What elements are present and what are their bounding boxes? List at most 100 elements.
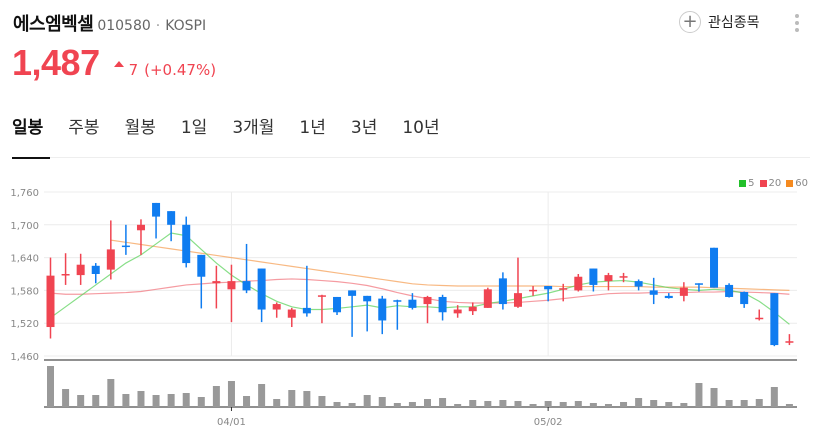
candle-body	[559, 288, 568, 290]
volume-bar	[92, 395, 100, 407]
volume-bar	[137, 391, 145, 407]
volume-bar	[650, 400, 658, 407]
y-tick-label: 1,700	[10, 221, 39, 232]
ma5-label: 5	[748, 178, 755, 189]
watchlist-label: 관심종목	[708, 15, 760, 31]
candle-body	[257, 268, 266, 310]
candle-body	[272, 304, 281, 310]
volume-bar	[348, 403, 356, 407]
candle-body	[604, 275, 613, 282]
volume-bar	[258, 384, 266, 407]
tab-3years[interactable]: 3년	[350, 118, 378, 138]
candle-body	[664, 295, 673, 299]
candle-body	[694, 283, 703, 285]
volume-bar	[710, 388, 718, 407]
volume-bar	[544, 401, 552, 407]
volume-bar	[47, 366, 54, 407]
more-menu-icon[interactable]	[795, 14, 799, 32]
candle-body	[378, 298, 387, 321]
up-triangle-icon	[113, 61, 124, 67]
volume-bar	[454, 404, 462, 407]
volume-bar	[574, 401, 582, 407]
candle-body	[242, 281, 251, 291]
ma20-line	[50, 278, 790, 304]
volume-bar	[740, 400, 748, 407]
tab-10years[interactable]: 10년	[402, 118, 440, 138]
volume-bar	[107, 379, 115, 407]
active-tab-indicator	[12, 157, 50, 159]
title-row: 에스엠벡셀 010580 · KOSPI	[13, 10, 206, 36]
candle-body	[740, 292, 749, 305]
candle-body	[725, 284, 734, 297]
volume-bar	[620, 402, 628, 407]
ma60-swatch	[786, 180, 794, 187]
ma20-label: 20	[768, 178, 782, 189]
volume-bar	[559, 402, 567, 407]
volume-bar	[122, 394, 130, 407]
volume-bar	[273, 399, 281, 407]
tab-1day[interactable]: 1일	[180, 118, 208, 138]
y-tick-label: 1,520	[10, 319, 39, 330]
candle-body	[363, 295, 372, 302]
candle-body	[619, 276, 628, 278]
volume-bar	[303, 391, 311, 407]
candle-body	[393, 300, 402, 302]
candle-body	[61, 274, 70, 276]
candle-body	[348, 290, 357, 296]
candle-body	[438, 296, 447, 313]
ma60-line	[110, 239, 790, 291]
tab-3months[interactable]: 3개월	[232, 118, 275, 138]
ma20-swatch	[759, 180, 767, 187]
candle-body	[106, 249, 115, 270]
volume-bar	[514, 401, 522, 407]
volume-bar	[363, 395, 371, 407]
volume-bar	[770, 387, 778, 407]
candle-body	[227, 281, 236, 290]
ma-legend: 5 20 60	[736, 178, 808, 189]
ma60-label: 60	[795, 178, 808, 189]
candle-body	[755, 317, 764, 320]
price-change: 7	[128, 61, 139, 79]
volume-bar	[484, 401, 492, 407]
tab-daily[interactable]: 일봉	[12, 118, 44, 138]
candle-body	[589, 268, 598, 285]
tab-1year[interactable]: 1년	[299, 118, 326, 138]
candle-body	[212, 281, 221, 284]
candle-body	[182, 224, 191, 264]
candle-body	[121, 245, 130, 248]
volume-bar	[77, 395, 85, 407]
candle-body	[785, 341, 794, 343]
candle-body	[770, 293, 779, 346]
candle-body	[408, 299, 417, 308]
tab-weekly[interactable]: 주봉	[68, 118, 100, 138]
volume-bar	[318, 396, 326, 407]
add-watchlist-button[interactable]: + 관심종목	[679, 11, 760, 33]
candle-body	[544, 286, 553, 290]
volume-bar	[288, 390, 296, 407]
plus-icon: +	[679, 11, 701, 33]
y-tick-label: 1,460	[10, 352, 39, 363]
volume-bar	[393, 403, 401, 407]
ma5-line	[50, 232, 790, 325]
stock-code: 010580	[97, 18, 151, 34]
volume-bar	[378, 397, 386, 407]
y-tick-label: 1,760	[10, 188, 39, 199]
candle-body	[136, 224, 145, 231]
candle-body	[302, 307, 311, 314]
candle-body	[483, 289, 492, 308]
volume-bar	[529, 404, 537, 407]
volume-bar	[469, 400, 477, 407]
volume-bar	[408, 402, 416, 407]
current-price: 1,487	[12, 42, 100, 83]
x-tick-label: 04/01	[217, 417, 246, 428]
candle-body	[634, 281, 643, 287]
candle-body	[574, 276, 583, 291]
volume-bar	[152, 395, 160, 407]
candle-body	[167, 211, 176, 225]
volume-bar	[499, 400, 507, 407]
volume-bar	[62, 389, 70, 407]
stock-name: 에스엠벡셀	[13, 14, 94, 35]
tab-monthly[interactable]: 월봉	[124, 118, 156, 138]
candle-body	[649, 290, 658, 295]
